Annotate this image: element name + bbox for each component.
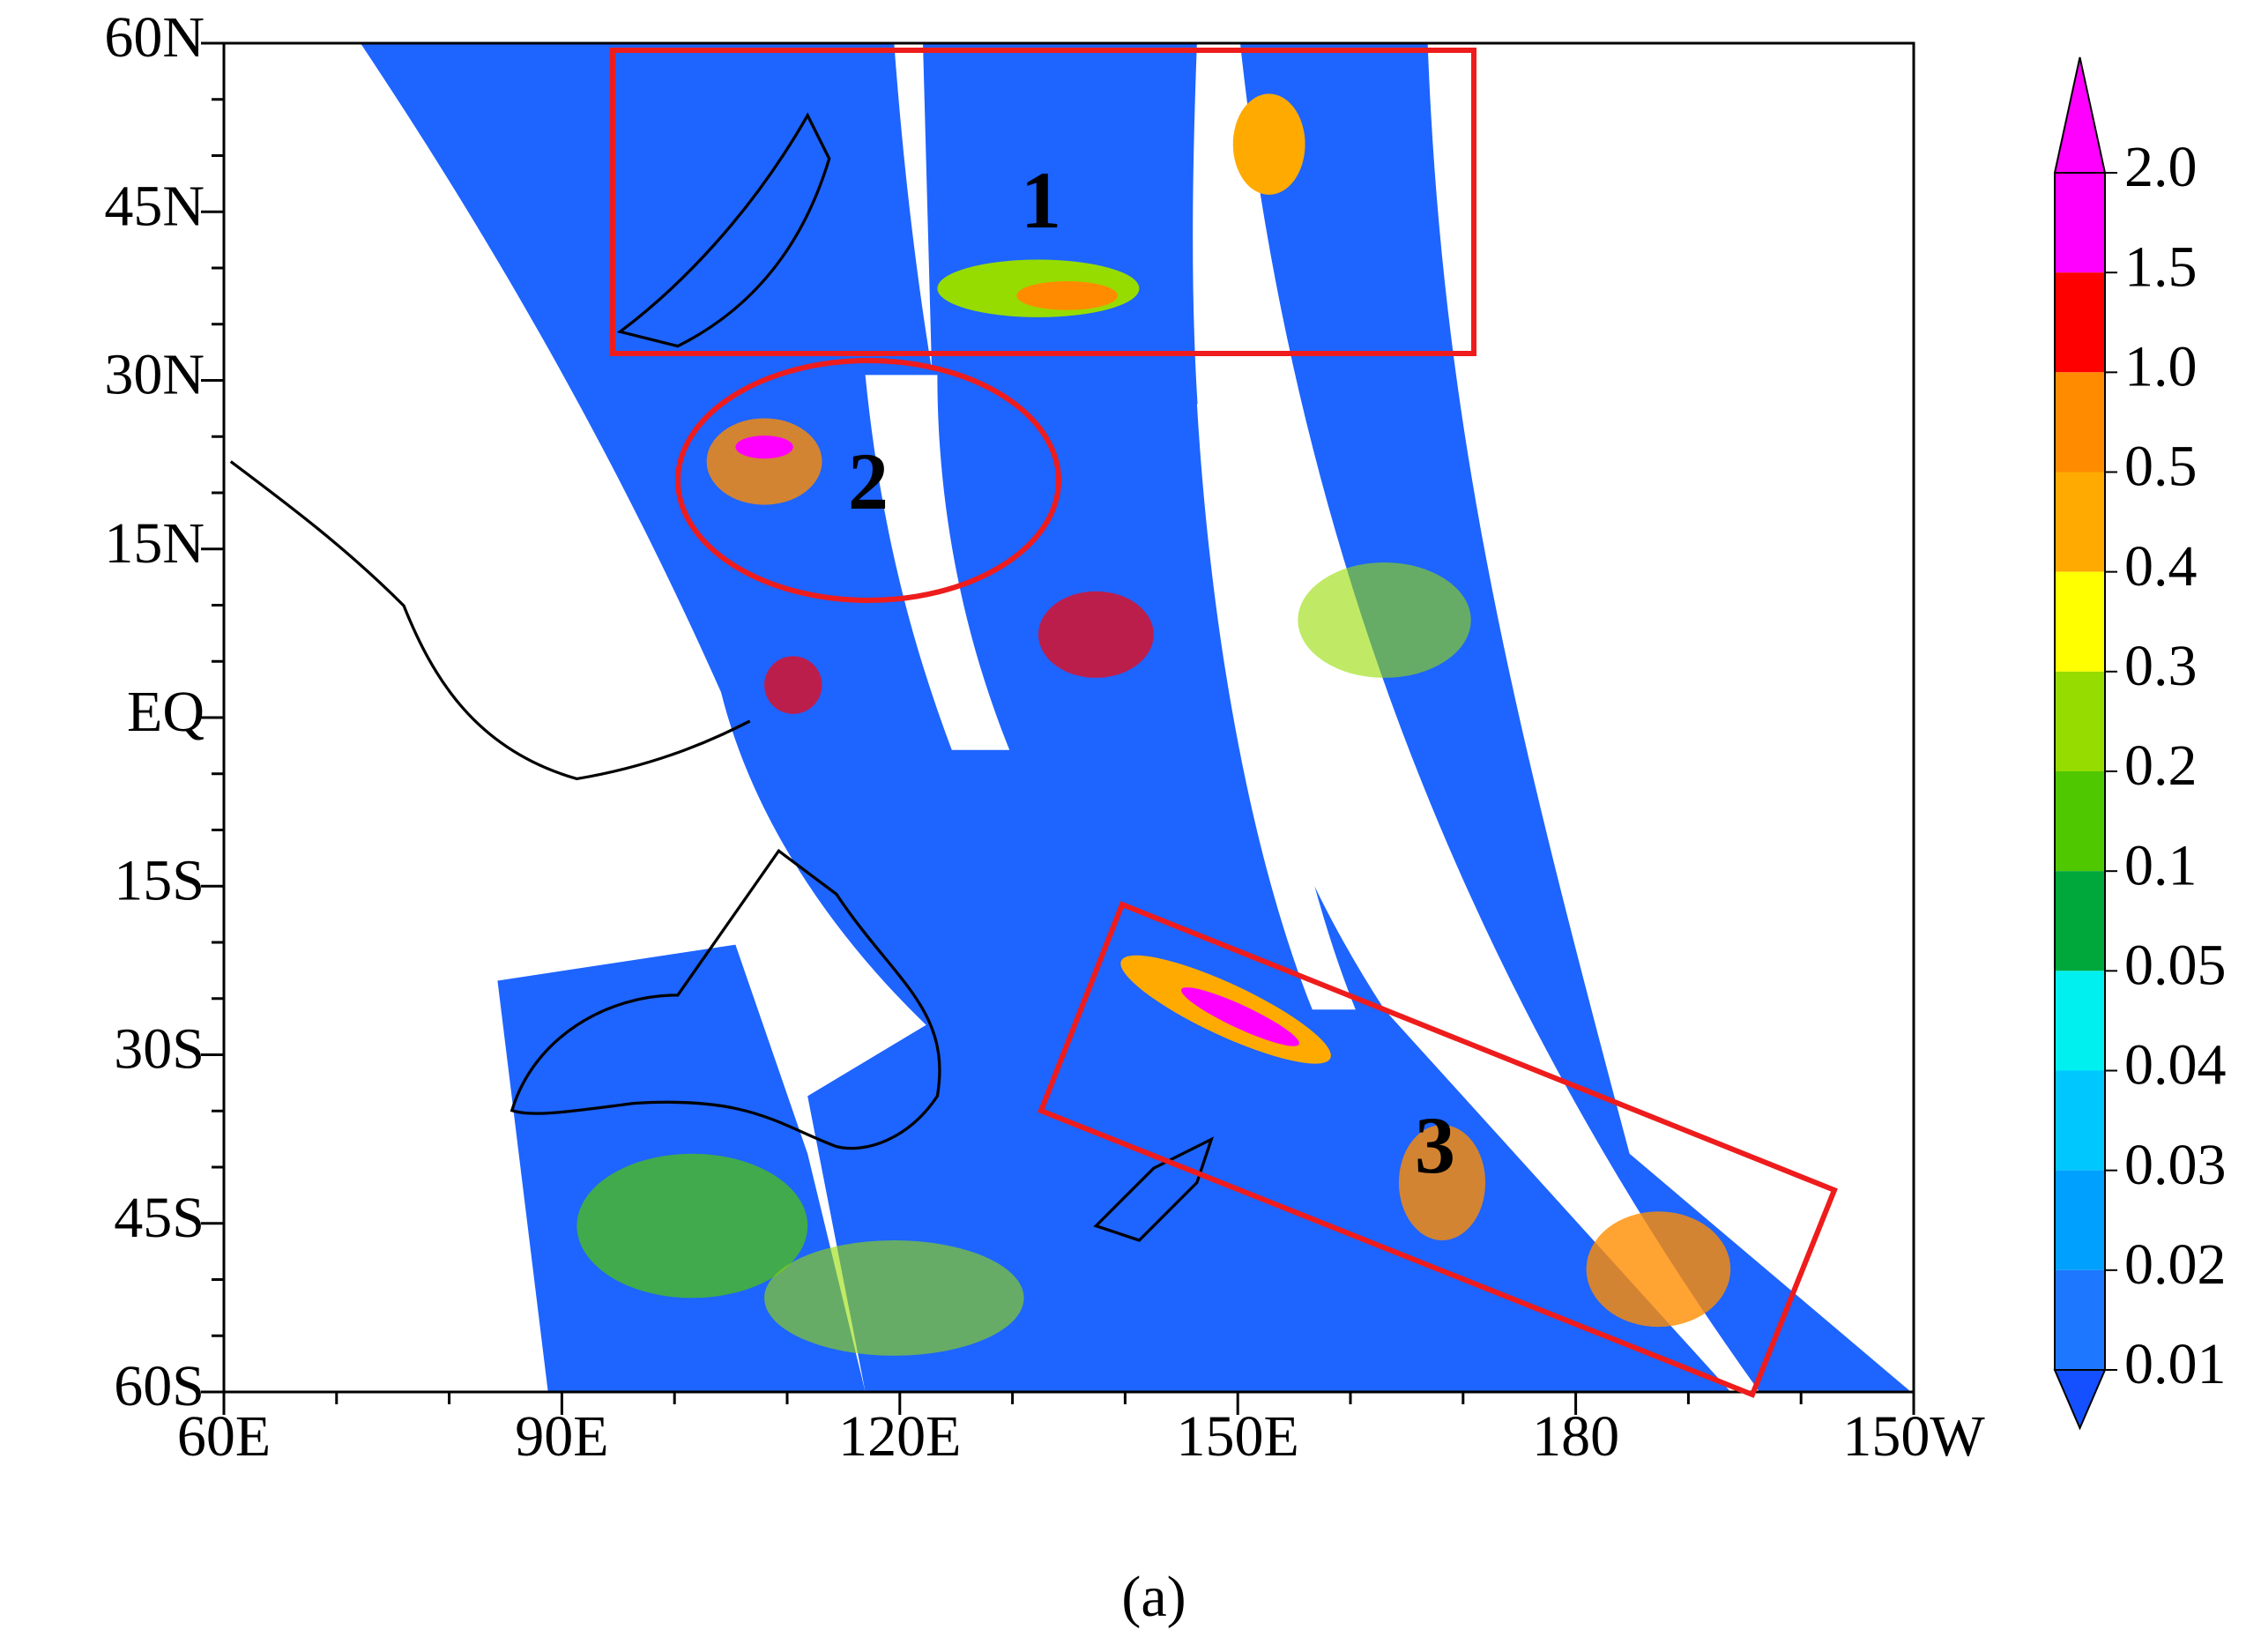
x-tick-label: 150W (1842, 1404, 1985, 1469)
rain-patch (1038, 591, 1154, 678)
colorbar-label: 0.1 (2124, 833, 2198, 897)
colorbar-box (2055, 871, 2105, 971)
colorbar-label: 0.04 (2124, 1033, 2227, 1098)
rain-patch (576, 1153, 808, 1299)
colorbar-label: 1.0 (2124, 334, 2198, 398)
y-tick-label: 30S (114, 1017, 205, 1082)
rain-patch (1232, 93, 1305, 195)
colorbar-box (2055, 1170, 2105, 1270)
region-ellipse (675, 358, 1061, 603)
y-tick-label: 45S (114, 1186, 205, 1250)
rain-patch (764, 1239, 1024, 1356)
colorbar-label: 1.5 (2124, 234, 2198, 299)
colorbar-label: 2.0 (2124, 135, 2198, 199)
x-tick-label: 60E (177, 1404, 271, 1469)
colorbar-box (2055, 671, 2105, 771)
rain-patch (735, 435, 793, 459)
y-tick-label: 15N (104, 511, 205, 576)
region-box (610, 48, 1476, 356)
colorbar-label: 0.01 (2124, 1332, 2227, 1396)
y-tick-label: 60S (114, 1354, 205, 1418)
colorbar-box (2055, 1070, 2105, 1171)
x-tick-label: 180 (1532, 1404, 1619, 1469)
rain-patch (1016, 281, 1118, 310)
rain-patch (1181, 987, 1299, 1046)
coastline (1093, 1136, 1215, 1242)
y-tick-label: EQ (127, 680, 205, 744)
colorbar-label: 0.3 (2124, 634, 2198, 698)
colorbar-box (2055, 272, 2105, 373)
colorbar-label: 0.2 (2124, 733, 2198, 798)
caption: (a) (1121, 1565, 1186, 1629)
colorbar-box (2055, 472, 2105, 572)
x-tick-label: 90E (515, 1404, 608, 1469)
colorbar-box (2055, 1269, 2105, 1370)
colorbar-box (2055, 771, 2105, 872)
swaths (229, 43, 1911, 1392)
coastline (229, 460, 751, 781)
colorbar-label: 0.02 (2124, 1232, 2227, 1297)
swath (360, 43, 1097, 1097)
swath (1239, 43, 1911, 1392)
x-tick-label: 120E (838, 1404, 961, 1469)
swath (923, 43, 1731, 1392)
region-label: 2 (848, 436, 889, 526)
colorbar-label: 0.03 (2124, 1133, 2227, 1197)
region-label: 3 (1415, 1100, 1455, 1190)
colorbar-box (2055, 971, 2105, 1071)
region-box (1038, 901, 1838, 1398)
colorbar-box (2055, 173, 2105, 273)
region-label: 1 (1021, 155, 1061, 245)
y-tick-label: 30N (104, 343, 205, 407)
colorbar-box (2055, 372, 2105, 473)
rain-patch (1398, 1125, 1486, 1240)
coastline (616, 112, 831, 348)
y-tick-label: 15S (114, 848, 205, 912)
x-tick-label: 150E (1177, 1404, 1299, 1469)
colorbar-box (2055, 571, 2105, 672)
rain-patch (1298, 562, 1471, 678)
gap (1196, 404, 1356, 1010)
rain-patch (764, 656, 822, 714)
rain-patch (1586, 1211, 1731, 1328)
y-tick-label: 45N (104, 174, 205, 238)
rain-patch (706, 418, 822, 505)
coastline (509, 848, 941, 1150)
colorbar-label: 0.5 (2124, 435, 2198, 499)
colorbar-label: 0.05 (2124, 933, 2227, 997)
colorbar: 2.0 1.5 1.0 0.5 0.4 0.3 0.2 0.1 0.05 0.04 0.03 0.02… (2053, 56, 2227, 1431)
y-tick-label: 60N (104, 5, 205, 70)
gap (865, 375, 1010, 750)
colorbar-label: 0.4 (2124, 534, 2198, 599)
